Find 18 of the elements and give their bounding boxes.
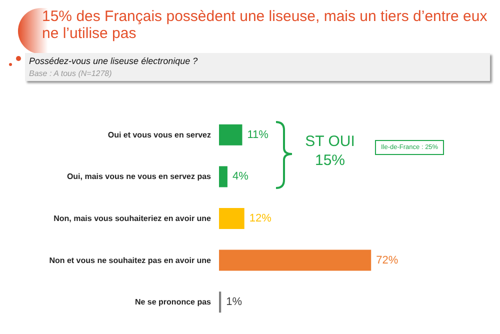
text: Possédez-vous une liseuse électronique ?	[29, 56, 198, 66]
y-tick-label: Oui, mais vous ne vous en servez pas	[66, 172, 212, 182]
chart-title: 15% des Français possèdent une liseuse, mais un tiers d’entre eux ne l’utilise pas	[42, 8, 488, 42]
bar	[219, 124, 242, 146]
bar	[219, 166, 228, 188]
text: Base : A tous (N=1278)	[29, 69, 112, 78]
data-label: 11%	[247, 128, 269, 141]
data-label: 4%	[232, 170, 249, 183]
bar	[219, 208, 244, 229]
data-label: 1%	[226, 296, 242, 308]
y-tick-label: Ne se prononce pas	[134, 298, 212, 307]
data-label: 12%	[249, 212, 272, 224]
y-tick-label: Oui et vous vous en servez	[108, 130, 211, 140]
y-tick-label: Non, mais vous souhaiteriez en avoir une	[54, 214, 212, 223]
annotation: ST OUI 15%	[304, 132, 356, 170]
bar	[219, 250, 372, 271]
y-tick-label: Non et vous ne souhaitez pas en avoir une	[49, 256, 212, 265]
data-label: 72%	[376, 254, 398, 266]
